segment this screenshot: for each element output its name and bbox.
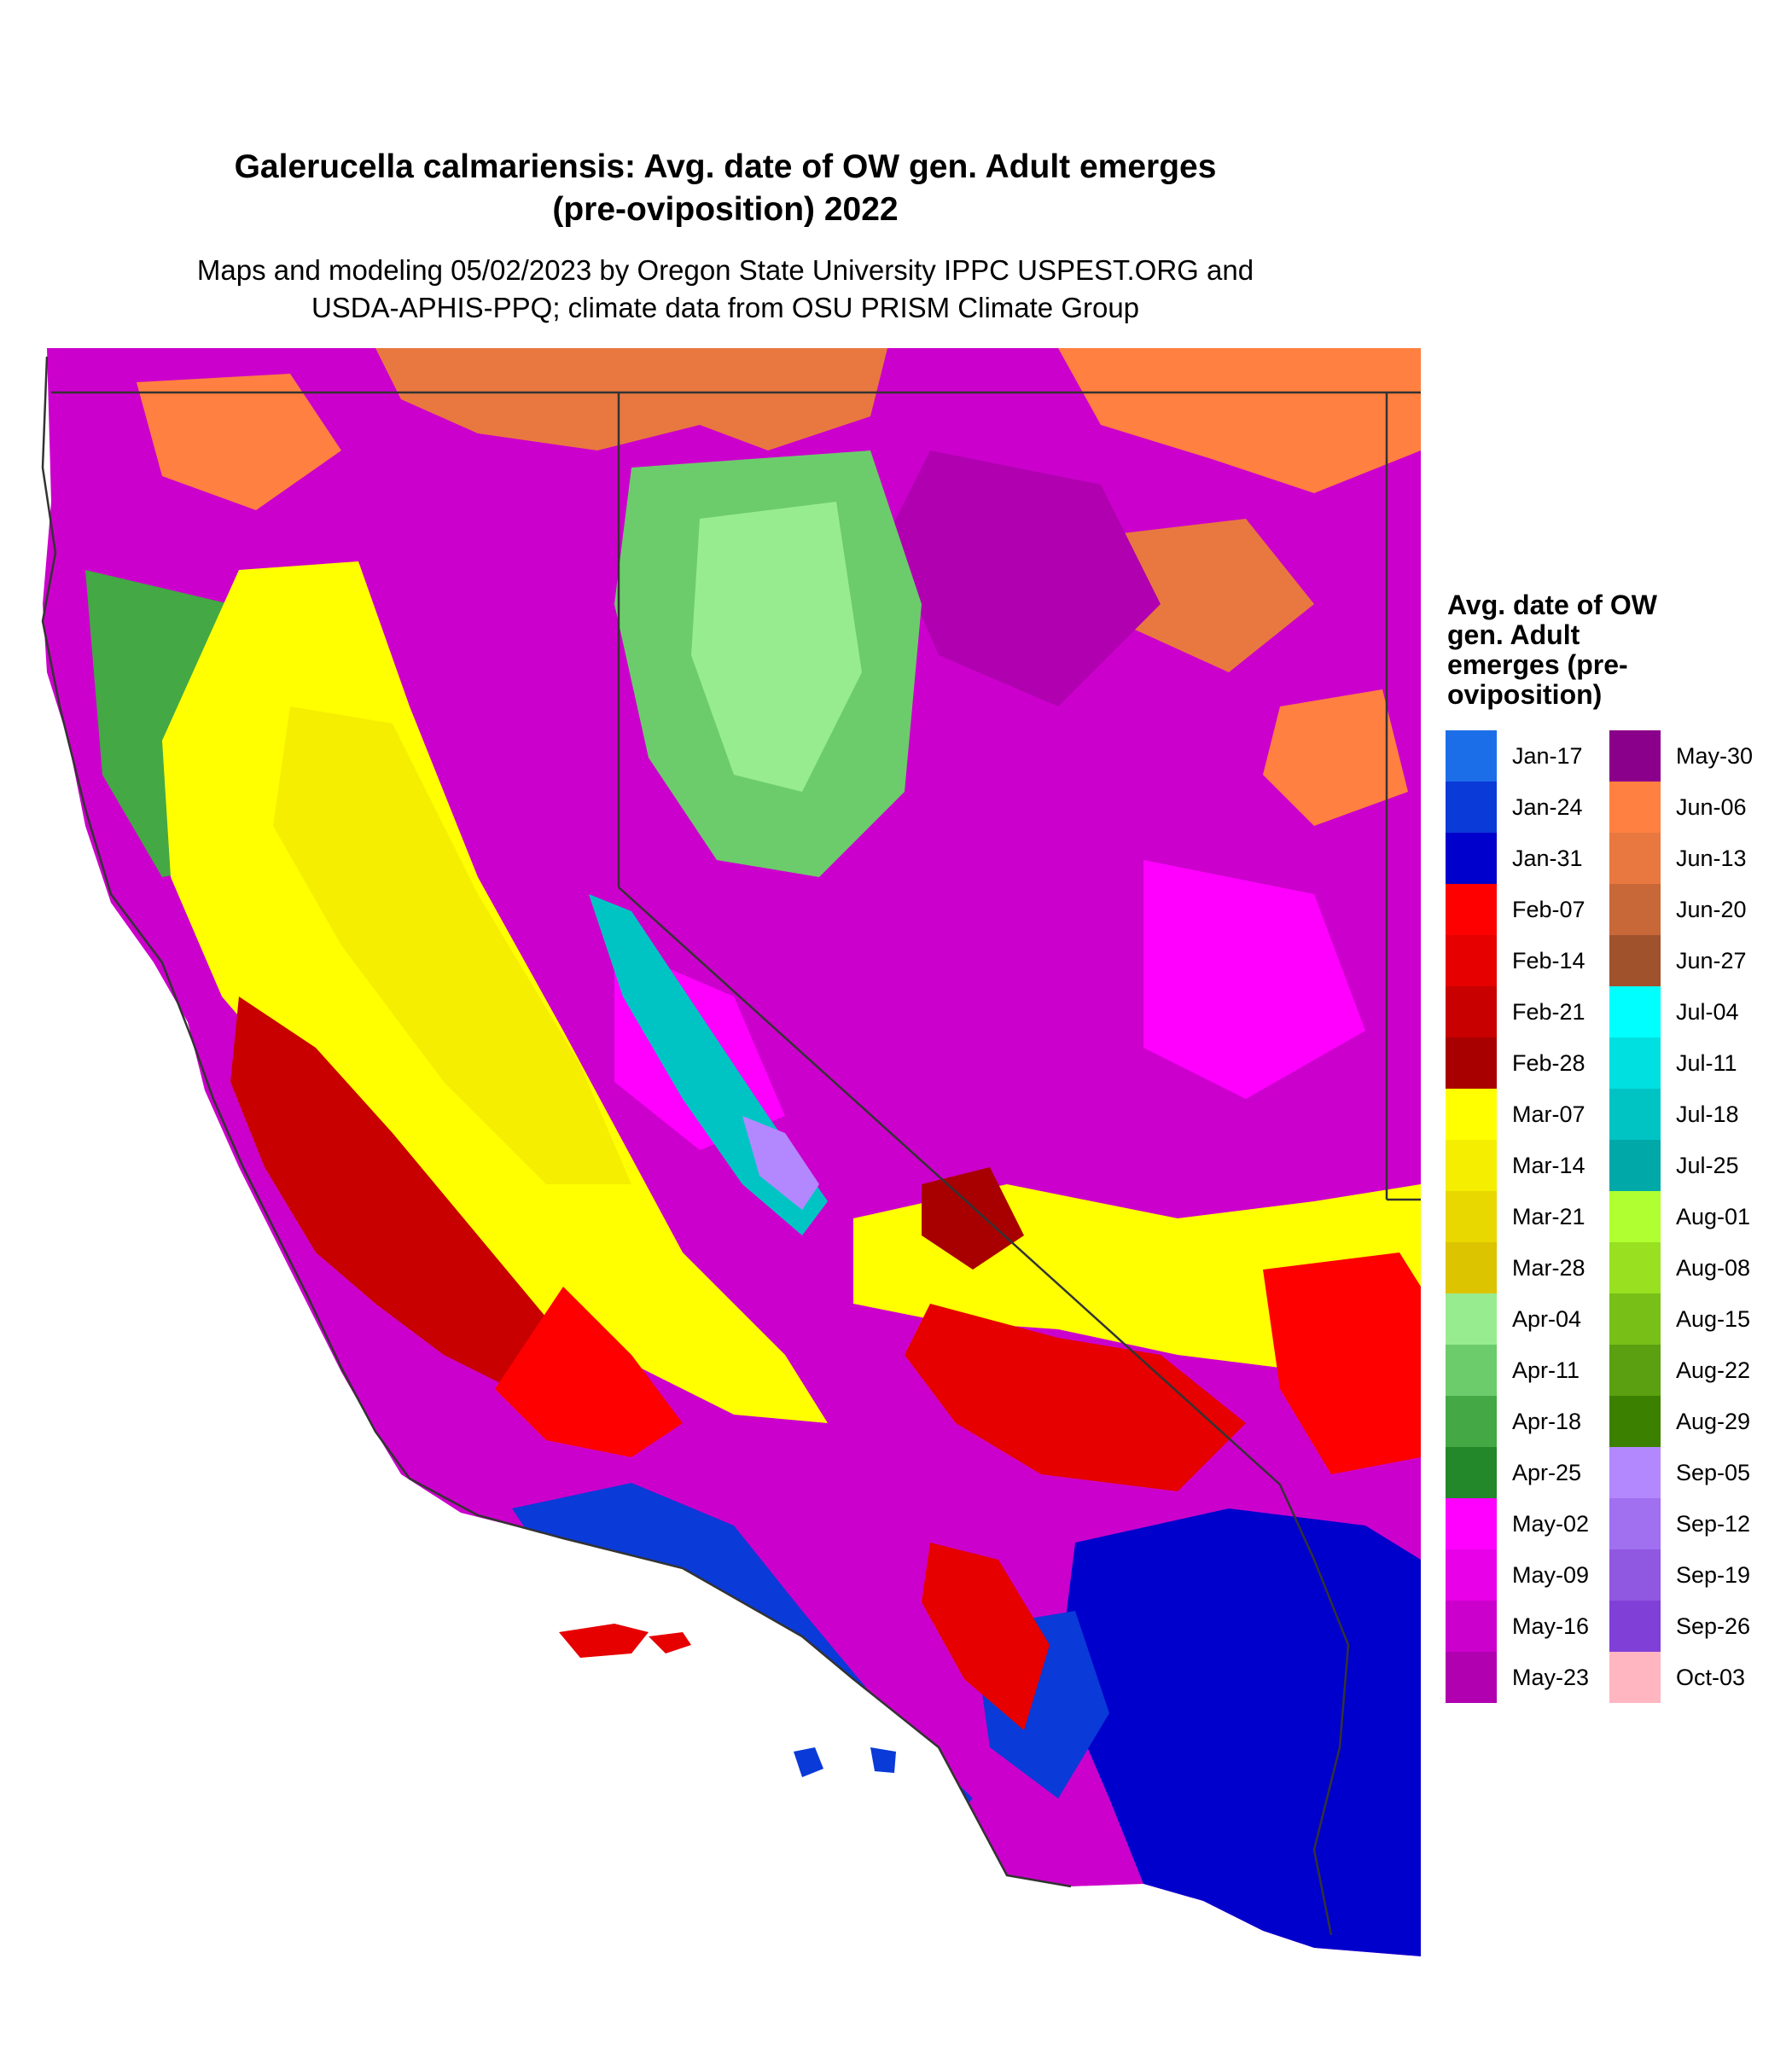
legend-label: Mar-14 (1512, 1153, 1585, 1178)
legend-swatch (1446, 1140, 1497, 1191)
map-subtitle-line-2: USDA-APHIS-PPQ; climate data from OSU PR… (311, 292, 1140, 323)
legend-label: Feb-28 (1512, 1050, 1585, 1076)
legend-label: Jul-25 (1676, 1153, 1739, 1178)
legend-swatch (1609, 935, 1661, 986)
legend-swatch (1446, 884, 1497, 935)
legend-label: May-09 (1512, 1562, 1590, 1588)
legend-swatch (1446, 1293, 1497, 1345)
island-blue-2 (870, 1747, 896, 1773)
legend-swatch (1446, 1191, 1497, 1242)
state-boundaries (41, 356, 1421, 1936)
legend-swatch (1446, 1549, 1497, 1601)
legend-label: Apr-04 (1512, 1306, 1582, 1332)
legend-label: Mar-21 (1512, 1204, 1585, 1229)
legend-swatch (1446, 1345, 1497, 1396)
legend-swatch (1609, 1191, 1661, 1242)
legend-label: Jan-17 (1512, 743, 1583, 769)
legend-label: Jun-20 (1676, 897, 1747, 922)
legend-swatch (1609, 1601, 1661, 1652)
legend-label: Sep-12 (1676, 1511, 1751, 1537)
channel-island-west (559, 1624, 649, 1658)
legend-swatch (1609, 1396, 1661, 1447)
legend-swatch (1609, 1242, 1661, 1293)
map-title-line-2: (pre-oviposition) 2022 (552, 191, 899, 228)
legend-label: Sep-05 (1676, 1460, 1751, 1485)
legend-swatch (1446, 1498, 1497, 1549)
legend-label: Jul-04 (1676, 999, 1739, 1025)
legend-label: Aug-08 (1676, 1255, 1751, 1281)
legend-label: Sep-19 (1676, 1562, 1751, 1588)
legend-swatch (1609, 1140, 1661, 1191)
legend-label: Apr-11 (1512, 1357, 1580, 1383)
legend-swatch (1446, 1652, 1497, 1703)
legend-swatch (1446, 935, 1497, 986)
legend-swatch (1609, 1293, 1661, 1345)
legend-label: Sep-26 (1676, 1613, 1751, 1639)
legend-label: Jan-31 (1512, 846, 1583, 871)
legend-title: Avg. date of OW gen. Adult emerges (pre-… (1447, 590, 1657, 710)
legend-label: Mar-28 (1512, 1255, 1585, 1281)
legend-swatch (1446, 1601, 1497, 1652)
legend-swatch (1609, 1089, 1661, 1140)
legend-label: Feb-14 (1512, 948, 1585, 973)
legend-swatch (1609, 730, 1661, 782)
legend-label: Mar-07 (1512, 1101, 1585, 1127)
colorado-river-border (1278, 1484, 1350, 1936)
legend-label: May-02 (1512, 1511, 1590, 1537)
legend-swatch (1446, 1447, 1497, 1498)
legend-swatch (1446, 1242, 1497, 1293)
legend-swatch (1609, 833, 1661, 884)
island-blue-1 (794, 1747, 823, 1777)
legend-label: Jul-11 (1676, 1050, 1737, 1076)
legend-label: May-16 (1512, 1613, 1590, 1639)
legend-label: Apr-25 (1512, 1460, 1582, 1485)
legend-swatch (1446, 1089, 1497, 1140)
map-subtitle-line-1: Maps and modeling 05/02/2023 by Oregon S… (196, 254, 1254, 286)
legend-swatch (1609, 782, 1661, 833)
legend-label: May-23 (1512, 1665, 1590, 1690)
legend-label: Aug-01 (1676, 1204, 1751, 1229)
legend-swatch (1446, 1396, 1497, 1447)
legend-label: Jun-27 (1676, 948, 1747, 973)
legend-swatch (1446, 782, 1497, 833)
legend-label: Jun-06 (1676, 794, 1747, 820)
legend-swatch (1609, 1037, 1661, 1089)
emergence-date-map (41, 348, 1421, 1956)
legend-swatch (1609, 884, 1661, 935)
legend-label: May-30 (1676, 743, 1754, 769)
nevada-diagonal-border (618, 886, 1281, 1485)
legend-label: Aug-22 (1676, 1357, 1751, 1383)
legend-label: Apr-18 (1512, 1409, 1582, 1434)
legend-label: Aug-29 (1676, 1409, 1751, 1434)
legend-label: Jun-13 (1676, 846, 1747, 871)
legend-label: Aug-15 (1676, 1306, 1751, 1332)
legend-swatch (1609, 1498, 1661, 1549)
legend-swatch (1609, 1652, 1661, 1703)
coastline (41, 356, 1072, 1888)
legend-swatch (1446, 1037, 1497, 1089)
map-title-line-1: Galerucella calmariensis: Avg. date of O… (234, 148, 1217, 185)
legend-label: Feb-21 (1512, 999, 1585, 1025)
legend-swatch (1446, 986, 1497, 1037)
legend-swatch (1609, 986, 1661, 1037)
channel-island-east (649, 1632, 691, 1653)
legend-label: Oct-03 (1676, 1665, 1746, 1690)
legend-swatch (1609, 1345, 1661, 1396)
map-raster (43, 348, 1421, 1956)
legend-label: Feb-07 (1512, 897, 1585, 922)
legend-label: Jul-18 (1676, 1101, 1739, 1127)
legend-swatch (1609, 1447, 1661, 1498)
legend-swatch (1446, 730, 1497, 782)
legend-swatch (1446, 833, 1497, 884)
legend-swatch (1609, 1549, 1661, 1601)
legend-label: Jan-24 (1512, 794, 1583, 820)
